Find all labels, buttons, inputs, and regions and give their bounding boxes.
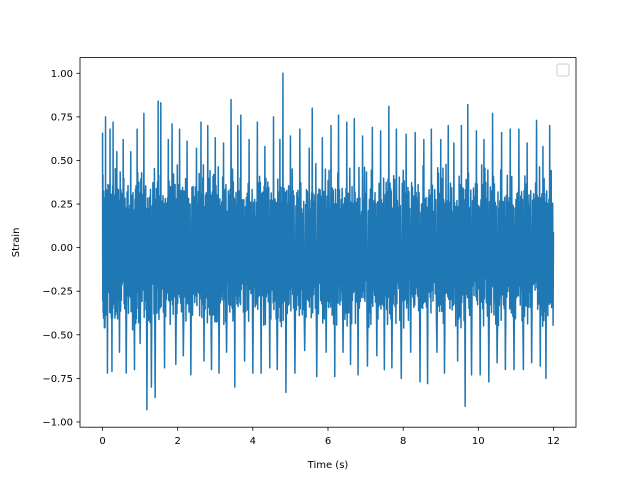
legend-box	[556, 63, 570, 77]
y-tick-label: 0.25	[51, 200, 73, 211]
x-tick-label: 0	[99, 436, 105, 447]
y-axis-label: Strain	[11, 228, 22, 258]
y-tick-label: 0.00	[51, 243, 73, 254]
y-tick-label: 0.75	[51, 112, 73, 123]
x-tick-label: 8	[400, 436, 406, 447]
x-tick-label: 4	[250, 436, 256, 447]
y-tick-label: −0.25	[42, 287, 73, 298]
x-axis-ticks: 0 2 4 6 8 10 12	[99, 427, 560, 447]
x-axis-label: Time (s)	[307, 460, 349, 471]
strain-series-line	[101, 72, 555, 411]
plot-area	[101, 72, 555, 411]
x-tick-label: 2	[175, 436, 181, 447]
y-tick-label: −1.00	[42, 417, 73, 428]
y-axis-ticks: −1.00 −0.75 −0.50 −0.25 0.00 0.25 0.50 0.75 1.00	[42, 69, 80, 428]
y-tick-label: 0.50	[51, 156, 73, 167]
x-tick-label: 12	[547, 436, 560, 447]
x-tick-label: 10	[472, 436, 485, 447]
x-tick-label: 6	[325, 436, 331, 447]
y-tick-label: −0.50	[42, 330, 73, 341]
y-tick-label: 1.00	[51, 69, 73, 80]
y-tick-label: −0.75	[42, 374, 73, 385]
